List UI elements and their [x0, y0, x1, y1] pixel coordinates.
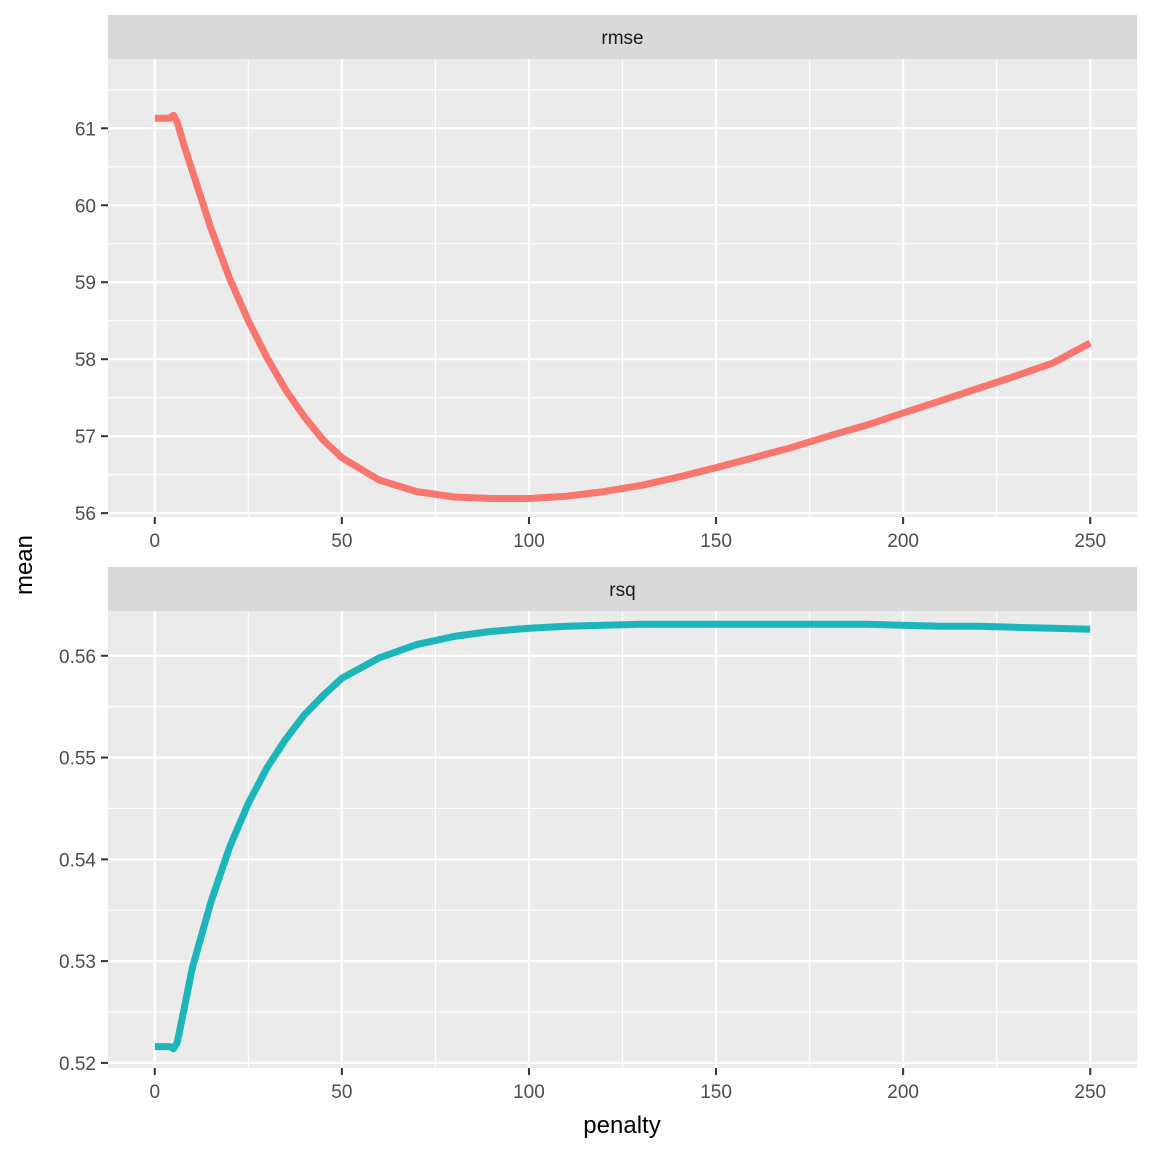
facet-strip: [108, 15, 1137, 59]
panel-rsq: rsq 0.52 0.53 0.54 0.55 0.56 0 50 100 150 200 250: [59, 567, 1137, 1103]
y-tick-label: 0.53: [59, 952, 96, 973]
y-tick-label: 0.52: [59, 1054, 96, 1075]
x-tick-label: 250: [1074, 531, 1106, 552]
x-tick-label: 200: [887, 531, 919, 552]
y-tick-label: 0.56: [59, 647, 96, 668]
y-tick-label: 60: [75, 196, 96, 217]
facet-strip-label: rsq: [609, 580, 635, 601]
series-line-rsq: [154, 620, 1091, 1053]
facet-strip: [108, 567, 1137, 611]
x-tick-label: 100: [513, 531, 545, 552]
x-tick-label: 0: [149, 531, 160, 552]
x-tick-label: 0: [149, 1082, 160, 1103]
series-line-rmse: [154, 111, 1092, 502]
x-tick-label: 100: [513, 1082, 545, 1103]
y-tick-label: 0.54: [59, 850, 96, 871]
x-tick-label: 250: [1074, 1082, 1106, 1103]
x-tick-label: 50: [331, 1082, 352, 1103]
y-tick-label: 0.55: [59, 749, 96, 770]
y-tick-label: 59: [75, 273, 96, 294]
y-tick-label: 56: [75, 504, 96, 525]
y-axis-label: mean: [11, 535, 38, 595]
panel-rmse: rmse 56 57 58 59 60 61 0 50 100 150 200 250: [75, 15, 1137, 552]
y-tick-label: 61: [75, 119, 96, 140]
x-axis-label: penalty: [583, 1112, 660, 1139]
x-tick-label: 150: [700, 1082, 732, 1103]
x-tick-label: 50: [331, 531, 352, 552]
y-tick-label: 57: [75, 427, 96, 448]
facet-strip-label: rmse: [601, 28, 643, 49]
x-tick-label: 150: [700, 531, 732, 552]
y-tick-label: 58: [75, 350, 96, 371]
x-tick-label: 200: [887, 1082, 919, 1103]
